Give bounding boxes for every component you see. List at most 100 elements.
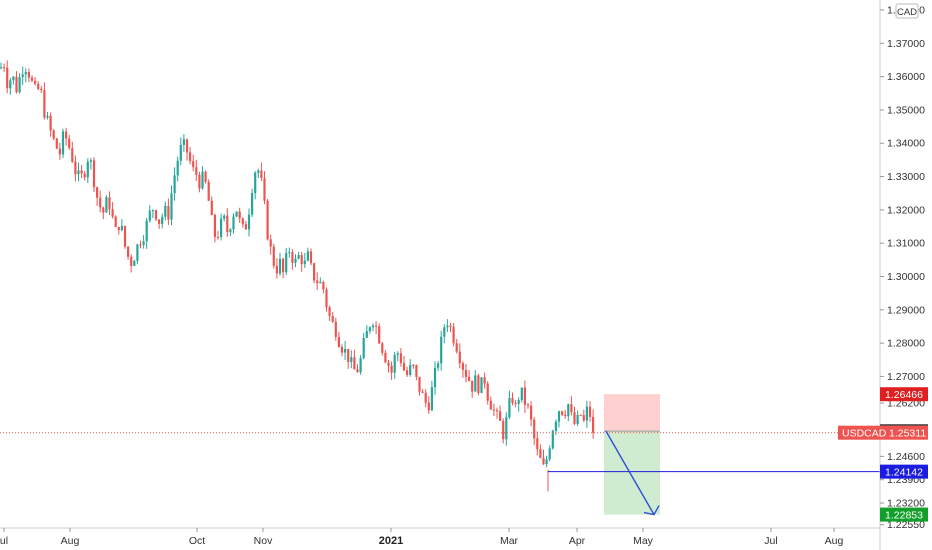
candle [582,409,585,423]
candle [505,412,508,446]
stop-loss-zone[interactable] [604,394,660,432]
candle [189,147,192,165]
candle [12,76,15,85]
candle [539,444,542,459]
y-tick-label: 1.22550 [887,519,925,531]
candles [0,60,595,492]
candle [179,137,182,166]
candle [235,211,238,218]
candle [371,323,375,332]
candle [449,322,452,333]
candle [300,251,303,272]
candle [458,343,461,369]
candle [526,403,530,409]
candle [291,248,294,270]
candle [533,417,536,446]
candle [542,449,545,466]
candle [61,128,65,159]
candle [21,66,24,86]
candle [30,75,34,83]
x-tick-label: 2021 [379,535,403,547]
candle [223,214,226,222]
arrow-head-icon [643,505,660,516]
candle [561,410,564,417]
svg-text:USDCAD: USDCAD [842,428,887,440]
candle [182,134,185,152]
drawings[interactable] [0,430,880,516]
candle [313,262,316,284]
candle [344,341,347,360]
candle [272,243,275,269]
candle [483,372,486,389]
candle [396,351,399,362]
candle [430,380,433,412]
time-axis[interactable]: ul Aug Oct Nov 2021 Mar Apr May Jul Aug [0,528,843,547]
candle [105,195,108,213]
candle [24,68,27,83]
candle [220,213,223,241]
candle [520,387,523,403]
y-tick-label: 1.27000 [887,371,925,383]
candle [368,326,371,334]
candle [359,355,362,375]
x-tick-label: May [633,535,654,547]
candle [68,134,71,151]
candle [418,376,421,396]
candle [275,258,278,279]
candle [433,361,437,395]
candle [278,252,282,276]
candle [15,71,18,94]
candle [254,170,257,200]
candle [96,186,99,207]
candle [247,208,251,237]
x-tick-label: Oct [189,535,205,547]
candle [207,179,210,201]
candle [468,369,471,382]
candle [523,380,526,413]
candle [495,407,499,419]
candle [127,246,130,260]
candle [461,361,464,378]
candle [6,60,9,94]
candle [440,330,443,371]
projection-arrow[interactable] [605,430,655,515]
candle [393,351,396,379]
short-position-tool[interactable] [604,394,660,515]
candle [455,338,458,354]
candle [412,364,415,369]
candle [480,377,483,394]
candle [114,215,117,228]
x-tick-label: Aug [61,535,80,547]
candle [204,170,207,184]
candle [406,366,409,377]
candle [297,251,300,260]
y-tick-label: 1.30000 [887,271,925,283]
candle [576,410,579,426]
y-tick-label: 1.32000 [887,204,925,216]
candle [356,364,359,373]
candle [573,406,576,426]
candle [111,201,114,219]
candle [375,321,378,335]
candle [471,380,474,398]
x-tick-label: ul [0,535,8,547]
candle [328,305,331,321]
candle [570,396,573,416]
candle [173,167,176,201]
candle [195,159,198,181]
y-tick-label: 1.37000 [887,38,925,50]
candle [381,342,384,356]
price-tags: 1.264661.253571.241421.22853USDCAD1.2531… [838,387,928,522]
candle [288,247,291,258]
candle [130,254,133,273]
candle [334,317,337,341]
candle [511,392,514,406]
candle [133,259,136,266]
candle [316,272,319,290]
candle [117,226,120,235]
candle [347,349,350,369]
svg-text:1.24142: 1.24142 [885,467,923,479]
y-tick-label: 1.33000 [887,171,925,183]
candle [424,389,427,408]
